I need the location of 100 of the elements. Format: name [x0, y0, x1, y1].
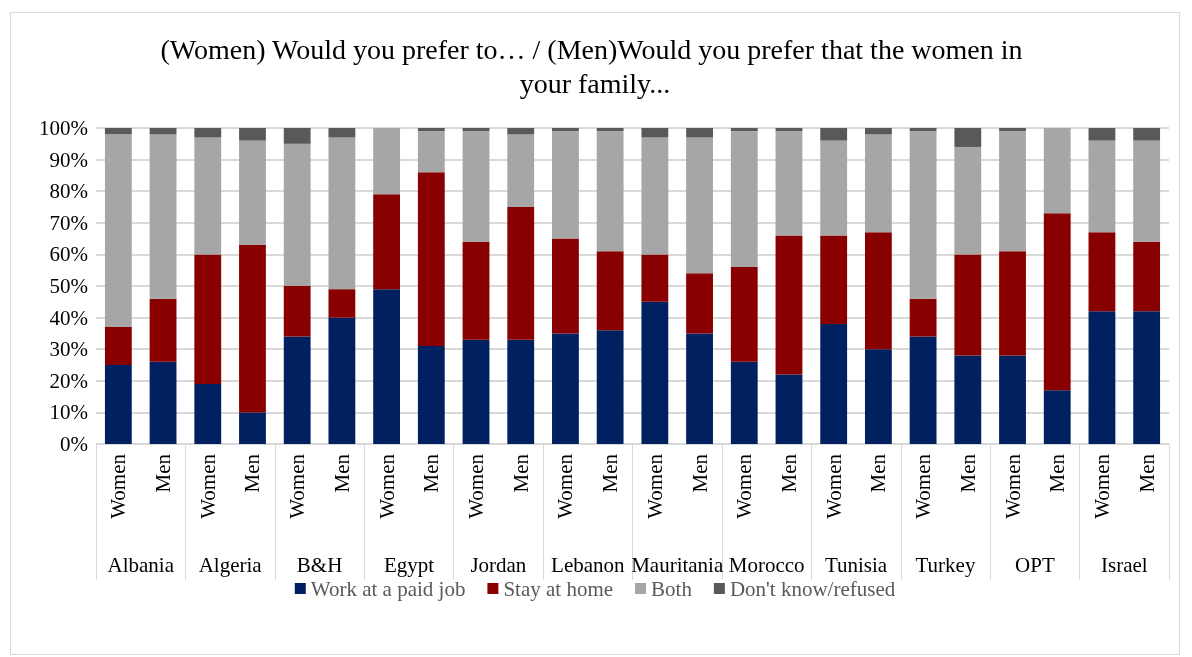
y-tick-label: 80% — [49, 179, 88, 204]
x-tick-label: Men — [240, 453, 265, 493]
bar — [328, 128, 356, 138]
bar — [596, 251, 624, 331]
y-tick-label: 30% — [49, 337, 88, 362]
x-tick-label: Women — [732, 453, 757, 519]
y-tick-label: 90% — [49, 147, 88, 172]
x-tick-label: Men — [866, 453, 891, 493]
legend-label: Stay at home — [503, 576, 614, 601]
bar — [686, 137, 713, 274]
bar — [641, 128, 669, 138]
legend-label: Don't know/refused — [729, 576, 896, 601]
bar — [730, 361, 758, 444]
bar — [239, 412, 266, 444]
bar — [194, 137, 222, 255]
bar — [1088, 232, 1116, 312]
bar — [328, 317, 356, 444]
y-tick-label: 20% — [49, 368, 88, 393]
y-tick-label: 0% — [60, 432, 88, 456]
bar — [1088, 140, 1116, 233]
bar — [417, 131, 445, 173]
bar — [194, 383, 222, 444]
bar — [954, 128, 982, 147]
x-tick-label: Men — [508, 453, 533, 493]
x-tick-label: Women — [285, 453, 310, 519]
bar — [104, 128, 132, 135]
bar — [775, 374, 803, 444]
bar — [552, 131, 579, 239]
x-tick-label: Men — [955, 453, 980, 493]
text: B&H — [296, 552, 343, 577]
text: OPT — [1015, 552, 1055, 577]
bar — [686, 273, 713, 334]
text: Turkey — [915, 552, 976, 577]
bar — [864, 134, 892, 233]
bar — [864, 349, 892, 444]
bar — [149, 298, 177, 362]
y-tick-label: 10% — [49, 400, 88, 425]
bar — [909, 298, 937, 337]
bar — [149, 134, 177, 299]
bar — [864, 232, 892, 350]
text: Tunisia — [824, 552, 888, 577]
bar — [104, 365, 132, 444]
bar — [909, 128, 937, 132]
bar — [954, 355, 982, 444]
bar — [1043, 390, 1071, 444]
bar — [328, 289, 356, 318]
x-tick-label: Women — [911, 453, 936, 519]
bar — [104, 134, 132, 328]
bar — [909, 131, 937, 299]
x-tick-label: Women — [553, 453, 578, 519]
bar — [1088, 311, 1116, 444]
bar — [864, 128, 892, 135]
bar — [1133, 128, 1161, 141]
bar — [775, 235, 803, 375]
bar — [104, 327, 132, 365]
bar — [820, 140, 848, 236]
bar — [1133, 140, 1161, 242]
y-tick-label: 100% — [39, 116, 88, 140]
bar — [730, 131, 758, 268]
x-tick-label: Men — [151, 453, 176, 493]
bar — [730, 267, 758, 362]
bar — [775, 128, 803, 132]
text: Jordan — [470, 552, 527, 577]
x-tick-label: Women — [106, 453, 131, 519]
bar — [462, 128, 490, 132]
x-tick-label: Men — [419, 453, 444, 493]
bar — [641, 254, 669, 302]
y-tick-label: 70% — [49, 210, 88, 235]
bar — [1043, 128, 1071, 214]
bar — [373, 289, 401, 444]
bar — [373, 128, 401, 195]
text: Algeria — [198, 552, 263, 577]
y-tick-label: 40% — [49, 305, 88, 330]
bar — [552, 128, 579, 132]
bar — [462, 241, 490, 340]
x-tick-label: Women — [464, 453, 489, 519]
bar — [1133, 311, 1161, 444]
bar — [239, 140, 266, 245]
x-tick-label: Men — [687, 453, 712, 493]
bar — [283, 336, 311, 444]
bar — [552, 238, 579, 334]
x-tick-label: Men — [776, 453, 801, 493]
bar — [507, 134, 535, 207]
y-tick-label: 60% — [49, 242, 88, 267]
bar — [954, 254, 982, 356]
bar — [239, 128, 266, 141]
bar — [283, 143, 311, 286]
bar — [149, 361, 177, 444]
bar — [417, 128, 445, 132]
bar — [596, 128, 624, 132]
bar — [686, 128, 713, 138]
text: Morocco — [728, 552, 805, 577]
bar — [820, 323, 848, 444]
bar — [820, 128, 848, 141]
bar — [283, 128, 311, 144]
text: Israel — [1100, 552, 1148, 577]
chart-title: (Women) Would you prefer to… / (Men)Would you prefer that the women in your family... — [160, 33, 1030, 99]
x-tick-label: Women — [1089, 453, 1114, 519]
text: Egypt — [383, 552, 435, 577]
bar — [462, 339, 490, 444]
